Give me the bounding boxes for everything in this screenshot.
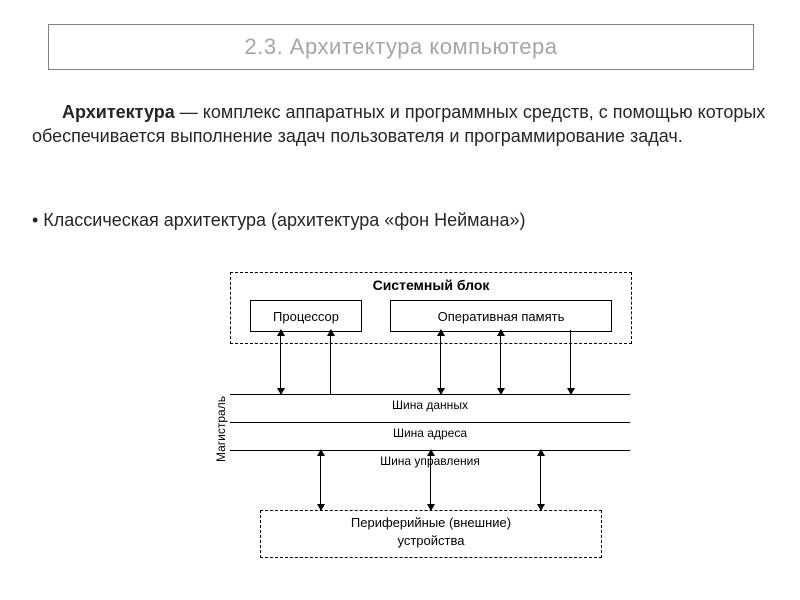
ram-label: Оперативная память bbox=[438, 309, 565, 324]
slide-title: 2.3. Архитектура компьютера bbox=[244, 34, 557, 60]
cpu-box: Процессор bbox=[250, 300, 362, 332]
cpu-label: Процессор bbox=[273, 309, 339, 324]
bus-addr-line bbox=[230, 422, 630, 423]
arrow-ram-1 bbox=[440, 330, 441, 394]
slide: 2.3. Архитектура компьютера Архитектура … bbox=[0, 0, 800, 600]
arrow-per-2 bbox=[430, 450, 431, 510]
definition-paragraph: Архитектура — комплекс аппаратных и прог… bbox=[32, 100, 768, 149]
arrow-cpu-1 bbox=[280, 330, 281, 394]
bus-addr-label: Шина адреса bbox=[230, 426, 630, 440]
peripheral-label-1: Периферийные (внешние) bbox=[261, 515, 601, 530]
peripheral-label-2: устройства bbox=[261, 533, 601, 548]
arrow-cpu-2 bbox=[330, 330, 331, 394]
system-block-title: Системный блок bbox=[231, 277, 631, 293]
bullet-line: • Классическая архитектура (архитектура … bbox=[32, 208, 768, 232]
arrow-per-3 bbox=[540, 450, 541, 510]
indent bbox=[32, 102, 62, 122]
bus-data-label: Шина данных bbox=[230, 398, 630, 412]
title-box: 2.3. Архитектура компьютера bbox=[48, 24, 754, 70]
arrow-per-1 bbox=[320, 450, 321, 510]
peripheral-box: Периферийные (внешние) устройства bbox=[260, 510, 602, 558]
bus-trunk-label: Магистраль bbox=[214, 396, 228, 462]
arrow-ram-3 bbox=[570, 330, 571, 394]
bus-data-line bbox=[230, 394, 630, 395]
arrow-ram-2 bbox=[500, 330, 501, 394]
term-bold: Архитектура bbox=[62, 102, 175, 122]
ram-box: Оперативная память bbox=[390, 300, 612, 332]
architecture-diagram: Системный блок Процессор Оперативная пам… bbox=[170, 272, 630, 572]
